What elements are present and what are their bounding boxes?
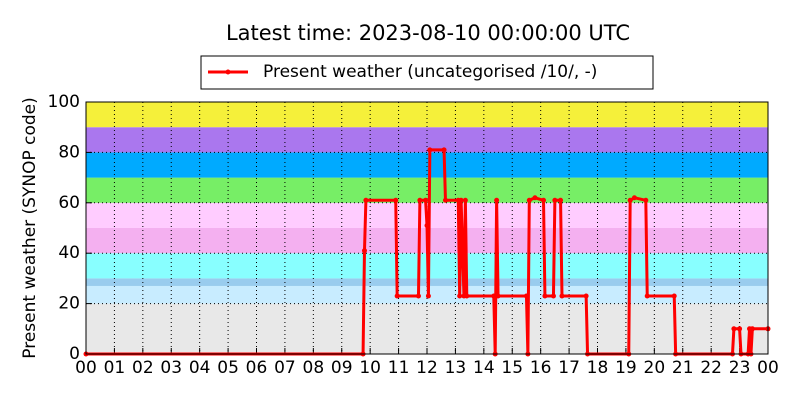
x-tick-label: 05 — [217, 358, 239, 378]
point — [558, 197, 564, 203]
plot-area — [83, 101, 771, 357]
y-tick-label: 100 — [48, 92, 80, 112]
point — [583, 293, 589, 299]
x-tick-label: 02 — [132, 358, 154, 378]
x-tick-label: 23 — [729, 358, 751, 378]
point — [361, 248, 367, 254]
point — [552, 197, 558, 203]
x-tick-label: 16 — [530, 358, 552, 378]
point — [541, 197, 547, 203]
point — [457, 293, 463, 299]
y-tick-label: 60 — [58, 193, 80, 213]
x-tick-label: 22 — [700, 358, 722, 378]
y-tick-label: 20 — [58, 294, 80, 314]
point — [523, 293, 529, 299]
x-tick-label: 01 — [104, 358, 126, 378]
point — [737, 326, 743, 332]
point — [494, 197, 500, 203]
x-tick-label: 17 — [558, 358, 580, 378]
point — [671, 293, 677, 299]
band — [86, 127, 768, 153]
point — [526, 197, 532, 203]
x-tick-label: 14 — [473, 358, 495, 378]
legend-marker — [225, 69, 231, 75]
point — [425, 293, 431, 299]
point — [749, 326, 755, 332]
legend-label: Present weather (uncategorised /10/, -) — [263, 62, 597, 82]
point — [491, 293, 497, 299]
x-tick-label: 18 — [587, 358, 609, 378]
x-tick-label: 06 — [246, 358, 268, 378]
x-tick-label: 15 — [501, 358, 523, 378]
point — [394, 293, 400, 299]
legend — [200, 55, 654, 90]
point — [627, 197, 633, 203]
point — [458, 197, 464, 203]
x-tick-label: 03 — [160, 358, 182, 378]
x-tick-label: 00 — [75, 358, 97, 378]
x-tick-label: 13 — [445, 358, 467, 378]
point — [495, 293, 501, 299]
x-tick-label: 19 — [615, 358, 637, 378]
point — [644, 293, 650, 299]
plot-border — [85, 101, 769, 355]
point — [417, 197, 423, 203]
point — [643, 197, 649, 203]
point — [415, 293, 421, 299]
y-tick-label: 0 — [69, 344, 80, 364]
point — [424, 222, 430, 228]
band — [86, 303, 768, 354]
point — [462, 197, 468, 203]
point — [423, 197, 429, 203]
x-tick-label: 20 — [644, 358, 666, 378]
x-tick-label: 11 — [388, 358, 410, 378]
point — [542, 293, 548, 299]
x-tick-label: 12 — [416, 358, 438, 378]
x-tick-label: 04 — [189, 358, 211, 378]
x-tick-label: 21 — [672, 358, 694, 378]
point — [363, 197, 369, 203]
point — [631, 195, 637, 201]
point — [442, 197, 448, 203]
point — [464, 293, 470, 299]
chart-title: Latest time: 2023-08-10 00:00:00 UTC — [226, 21, 630, 45]
band — [86, 152, 768, 178]
point — [550, 293, 556, 299]
x-tick-label: 07 — [274, 358, 296, 378]
point — [441, 147, 447, 153]
y-tick-label: 40 — [58, 243, 80, 263]
point — [393, 197, 399, 203]
point — [731, 326, 737, 332]
point — [532, 195, 538, 201]
x-tick-label: 08 — [303, 358, 325, 378]
x-tick-label: 10 — [359, 358, 381, 378]
x-tick-label: 00 — [757, 358, 779, 378]
y-tick-label: 80 — [58, 142, 80, 162]
point — [427, 147, 433, 153]
point — [559, 293, 565, 299]
y-axis-label: Present weather (SYNOP code) — [20, 97, 40, 358]
x-tick-label: 09 — [331, 358, 353, 378]
